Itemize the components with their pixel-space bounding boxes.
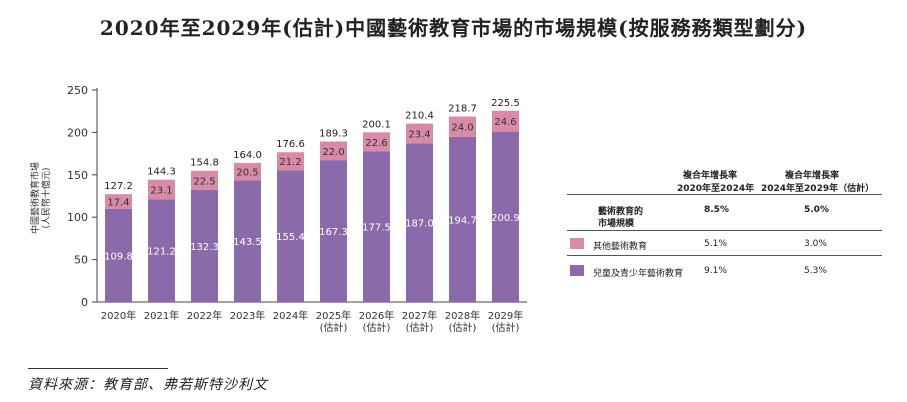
x-tick-label-0-0: 2020年 [101,309,136,322]
bar-children-9 [492,131,519,302]
x-tick-label-2-0: 2022年 [187,309,222,322]
source-note: 資料來源：教育部、弗若斯特沙利文 [28,377,268,393]
bar-children-0 [105,208,132,302]
bar-children-2 [191,189,218,302]
cagr-row-total-v2: 5.0% [804,205,829,215]
cagr-row-other-v1: 5.1% [704,239,727,249]
cagr-header-1-line-1: 複合年增長率 [683,171,738,181]
cagr-header-2-line-2: 2024年至2029年（估計） [761,184,875,194]
bar-label-other-2: 22.5 [193,176,215,187]
total-label-9: 225.5 [491,98,520,109]
bar-label-children-7: 187.0 [405,219,434,230]
total-label-8: 218.7 [448,104,477,115]
bar-other-9 [492,110,519,132]
total-label-1: 144.3 [147,167,176,178]
x-tick-label-5-0: 2025年 [316,309,351,322]
x-tick-label-5-1: (估計) [320,321,348,334]
cagr-row-total-v1: 8.5% [704,205,729,215]
bar-label-other-5: 22.0 [322,147,344,158]
bar-other-5 [320,141,347,161]
cagr-row-total-label-1: 藝術教育的 [598,207,644,217]
cagr-row-children-label: 兒童及青少年藝術教育 [593,269,684,279]
bar-label-other-8: 24.0 [451,123,473,134]
x-tick-label-9-1: (估計) [492,321,520,334]
cagr-row-other-label: 其他藝術教育 [593,242,648,252]
bar-children-3 [234,180,261,302]
x-tick-label-6-0: 2026年 [359,309,394,322]
bar-label-children-4: 155.4 [276,232,305,243]
x-tick-label-8-0: 2028年 [445,309,480,322]
bar-other-2 [191,170,218,190]
bar-other-4 [277,152,304,171]
bar-children-1 [148,199,175,302]
cagr-row-total-label-2: 市場規模 [598,219,635,229]
x-tick-label-7-1: (估計) [406,321,434,334]
y-tick-label-4: 200 [67,126,88,139]
x-tick-label-7-0: 2027年 [402,309,437,322]
chart-title: 2020年至2029年(估計)中國藝術教育市場的市場規模(按服務務類型劃分) [99,16,808,40]
bar-label-children-0: 109.8 [104,251,133,262]
bar-label-children-1: 121.2 [147,247,176,258]
bar-children-8 [449,136,476,302]
bar-children-5 [320,160,347,302]
bar-other-1 [148,179,175,200]
cagr-row-rule-2 [567,255,882,256]
bar-label-other-1: 23.1 [150,185,172,196]
total-label-5: 189.3 [319,128,348,139]
total-label-7: 210.4 [405,111,434,122]
bar-label-other-7: 23.4 [408,130,430,141]
cagr-header-1-line-2: 2020年至2024年 [677,184,755,194]
y-tick-label-1: 50 [74,254,88,267]
bar-label-other-0: 17.4 [107,198,129,209]
bar-label-children-5: 167.3 [319,227,348,238]
x-tick-label-4-0: 2024年 [273,309,308,322]
bar-label-children-6: 177.5 [362,223,391,234]
bar-label-other-9: 24.6 [494,117,516,128]
total-label-3: 164.0 [233,150,262,161]
bar-label-other-4: 21.2 [279,157,301,168]
x-tick-label-8-1: (估計) [449,321,477,334]
cagr-header-2-line-1: 複合年增長率 [785,171,840,181]
cagr-header-rule [567,194,882,195]
cagr-row-rule-1 [567,230,882,231]
bar-label-children-8: 194.7 [448,215,477,226]
total-label-2: 154.8 [190,158,219,169]
bar-other-8 [449,116,476,137]
legend-swatch-children [570,265,584,276]
y-tick-label-3: 150 [67,169,88,182]
legend-swatch-other [570,238,584,249]
x-tick-label-3-0: 2023年 [230,309,265,322]
y-axis-label-line-1: 中國藝術教育市場 [29,162,41,234]
bar-label-children-3: 143.5 [233,237,262,248]
bar-children-7 [406,143,433,302]
total-label-6: 200.1 [362,119,391,130]
y-tick-label-5: 250 [67,84,88,97]
total-label-4: 176.6 [276,139,305,150]
x-tick-label-1-0: 2021年 [144,309,179,322]
y-tick-label-2: 100 [67,211,88,224]
cagr-row-other-v2: 3.0% [804,239,827,249]
bar-other-7 [406,123,433,144]
y-tick-label-0: 0 [81,296,88,309]
bar-label-other-3: 20.5 [236,168,258,179]
bar-label-other-6: 22.6 [365,138,387,149]
y-axis-label-line-2: (人民幣十億元) [40,167,52,228]
bar-other-3 [234,162,261,181]
cagr-row-children-v1: 9.1% [704,266,727,276]
bar-children-6 [363,151,390,302]
total-label-0: 127.2 [104,181,133,192]
cagr-row-children-v2: 5.3% [804,266,827,276]
bar-other-6 [363,132,390,152]
source-rule [28,368,168,369]
bar-children-4 [277,170,304,302]
bar-label-children-2: 132.3 [190,242,219,253]
bar-label-children-9: 200.9 [491,213,520,224]
bar-other-0 [105,194,132,209]
x-tick-label-6-1: (估計) [363,321,391,334]
x-tick-label-9-0: 2029年 [488,309,523,322]
